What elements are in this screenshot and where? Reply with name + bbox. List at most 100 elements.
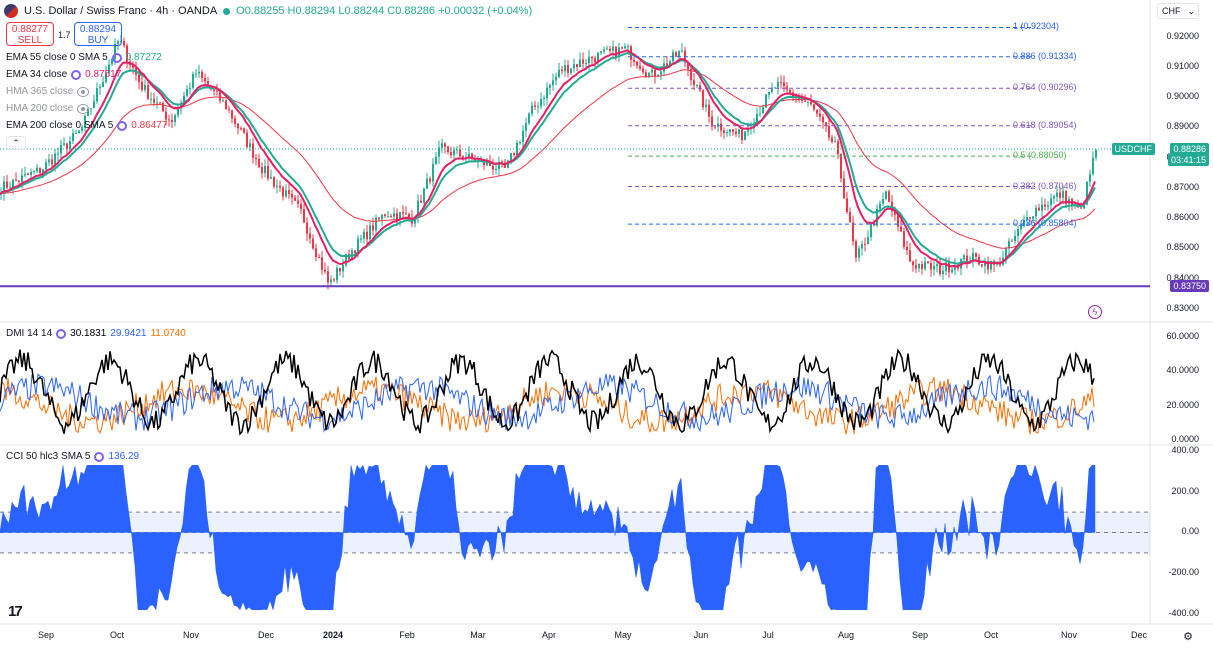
candle-body [387,215,389,217]
candle-body [633,59,635,62]
currency-select[interactable]: CHF ⌄ [1157,3,1199,19]
candle-body [1008,240,1010,249]
candle-body [951,269,953,273]
candle-body [789,89,791,93]
settings-icon[interactable] [71,69,82,80]
candle-body [606,48,608,50]
time-axis-label: Dec [1130,630,1148,640]
candle-body [747,128,749,132]
candle-body [159,102,161,104]
sell-button[interactable]: 0.88277 SELL [6,22,54,46]
cci-axis-label: -200.00 [1168,567,1199,578]
eye-off-icon[interactable] [77,103,90,114]
bolt-icon[interactable]: ϟ [1088,305,1102,319]
candle-body [282,187,284,197]
settings-icon[interactable] [56,328,67,339]
candle-body [864,243,866,245]
candle-body [933,265,935,270]
candle-body [1092,157,1094,175]
candle-body [435,156,437,164]
candle-body [525,123,527,131]
candle-body [1017,228,1019,236]
candle-body [324,269,326,272]
tradingview-logo[interactable]: 17 [8,603,23,620]
candle-body [921,264,923,270]
candle-body [90,108,92,110]
gear-icon[interactable]: ⚙ [1183,631,1193,643]
candle-body [903,231,905,247]
candle-body [102,82,104,88]
time-axis-label: Aug [837,630,855,640]
candle-body [267,165,269,179]
cci-axis-label: -400.00 [1168,607,1199,618]
indicator-legend-row[interactable]: EMA 34 close 0.87517 [6,69,121,80]
candle-body [1089,174,1091,182]
candle-body [612,46,614,51]
candle-body [105,73,107,83]
cci-legend[interactable]: CCI 50 hlc3 SMA 5 136.29 [6,451,139,462]
candle-body [804,100,806,102]
candle-body [828,125,830,138]
candle-body [870,223,872,238]
candle-body [768,91,770,95]
candle-body [813,104,815,110]
candle-body [732,129,734,132]
candle-body [372,225,374,231]
eye-off-icon[interactable] [77,86,90,97]
settings-icon[interactable] [117,120,128,131]
candle-body [303,208,305,223]
candle-body [441,143,443,148]
candle-body [1038,207,1040,211]
candle-body [402,211,404,214]
candle-body [966,255,968,264]
indicator-legend-row[interactable]: HMA 200 close [6,103,90,114]
candle-body [780,81,782,83]
candle-body [573,64,575,69]
dmi-legend[interactable]: DMI 14 14 30.1831 29.9421 11.0740 [6,328,186,339]
indicator-legend-row[interactable]: EMA 55 close 0 SMA 5 0.87272 [6,52,162,63]
time-axis-label: Oct [109,630,125,640]
candle-body [327,271,329,283]
candle-body [504,162,506,168]
ohlc-close: C0.88286 [387,5,435,17]
indicator-legend-row[interactable]: EMA 200 close 0 SMA 5 0.86477 [6,120,167,131]
candle-body [831,137,833,142]
candle-body [288,190,290,195]
collapse-legend-button[interactable]: ⌃ [6,136,26,150]
time-axis-label: Apr [541,630,557,640]
candle-body [840,154,842,179]
candle-body [423,188,425,203]
candle-body [234,118,236,124]
candle-body [876,208,878,226]
candle-body [939,264,941,275]
candle-body [1074,203,1076,206]
candle-body [570,68,572,73]
candle-body [108,64,110,74]
time-axis-label: Dec [257,630,275,640]
settings-icon[interactable] [111,52,122,63]
candle-body [1026,217,1028,221]
indicator-label: HMA 200 close [6,103,74,114]
candle-body [534,105,536,107]
candle-body [72,133,74,142]
candle-body [156,102,158,104]
candle-body [318,257,320,259]
time-axis-label: May [614,630,632,640]
candle-body [528,113,530,124]
candle-body [786,86,788,90]
candle-body [51,159,53,165]
indicator-legend-row[interactable]: HMA 365 close [6,86,90,97]
candle-body [975,252,977,257]
candle-body [1062,190,1064,198]
symbol-title[interactable]: U.S. Dollar / Swiss Franc · 4h · OANDA [24,5,218,17]
settings-icon[interactable] [94,451,105,462]
candle-body [258,158,260,168]
candle-body [696,85,698,87]
candle-body [315,248,317,258]
candle-body [678,51,680,57]
candle-body [195,73,197,75]
candle-body [1083,204,1085,209]
buy-button[interactable]: 0.88294 BUY [74,22,122,46]
candle-body [393,213,395,217]
